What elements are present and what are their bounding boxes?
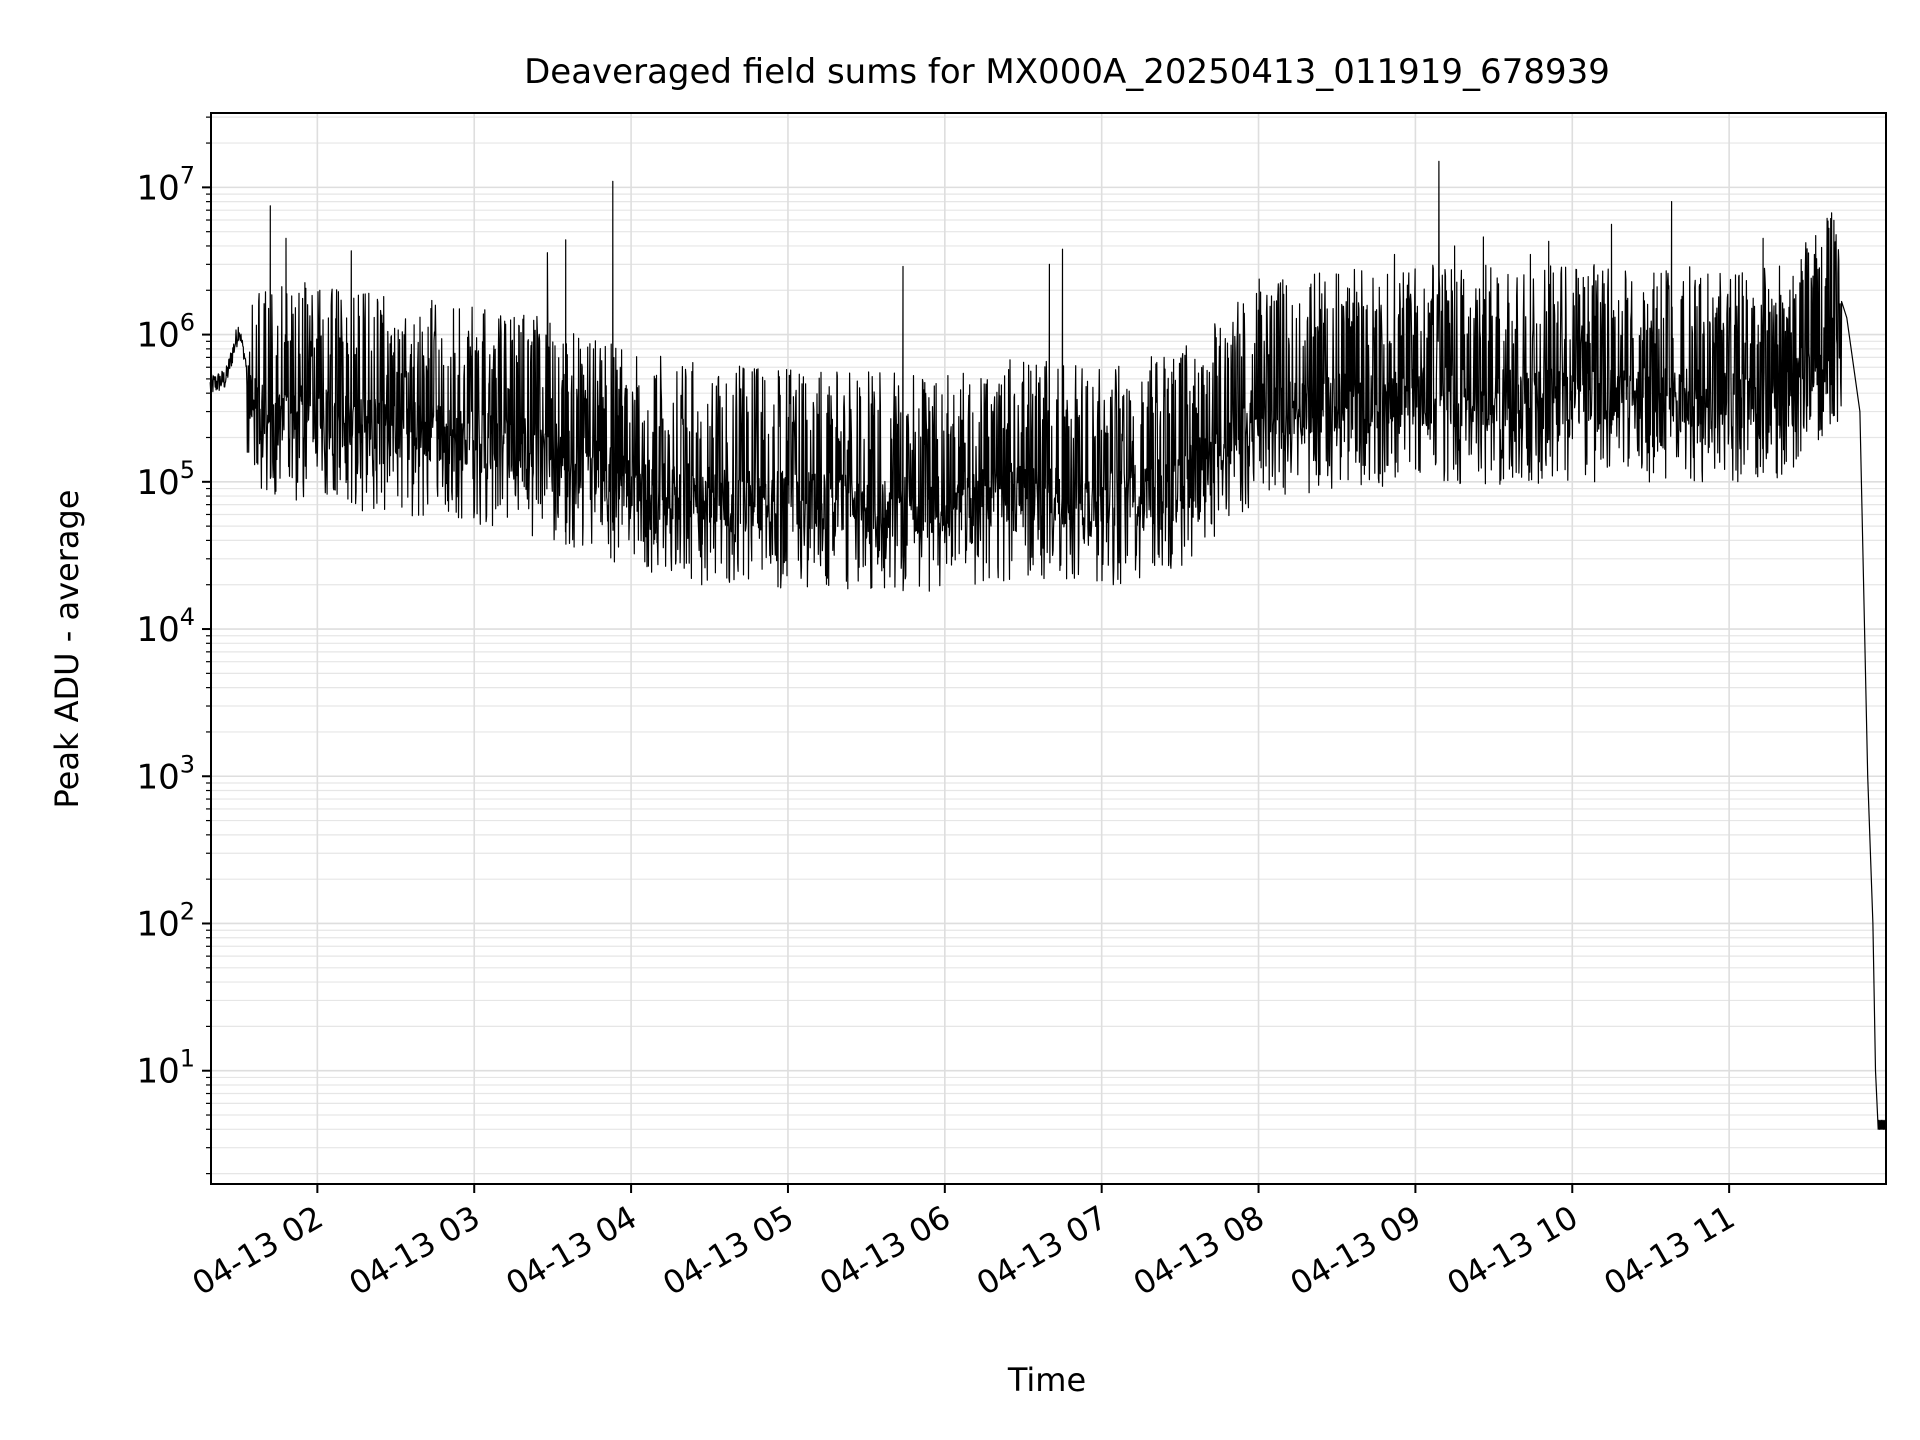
series-line [209,160,1887,1130]
y-tick-label: 105 [136,456,195,503]
plot-frame [210,112,1887,1185]
y-tick-label: 103 [136,750,195,797]
y-axis-label: Peak ADU - average [48,490,86,809]
x-axis-label: Time [1007,1361,1086,1399]
y-tick-label: 106 [136,309,195,356]
y-tick-label: 101 [136,1045,195,1092]
grid [211,113,1886,1184]
y-tick-label: 102 [136,897,195,944]
chart-title: Deaveraged field sums for MX000A_2025041… [524,52,1610,92]
y-tick-label: 107 [136,161,195,208]
data-series [209,160,1887,1130]
y-tick-label: 104 [136,603,195,650]
